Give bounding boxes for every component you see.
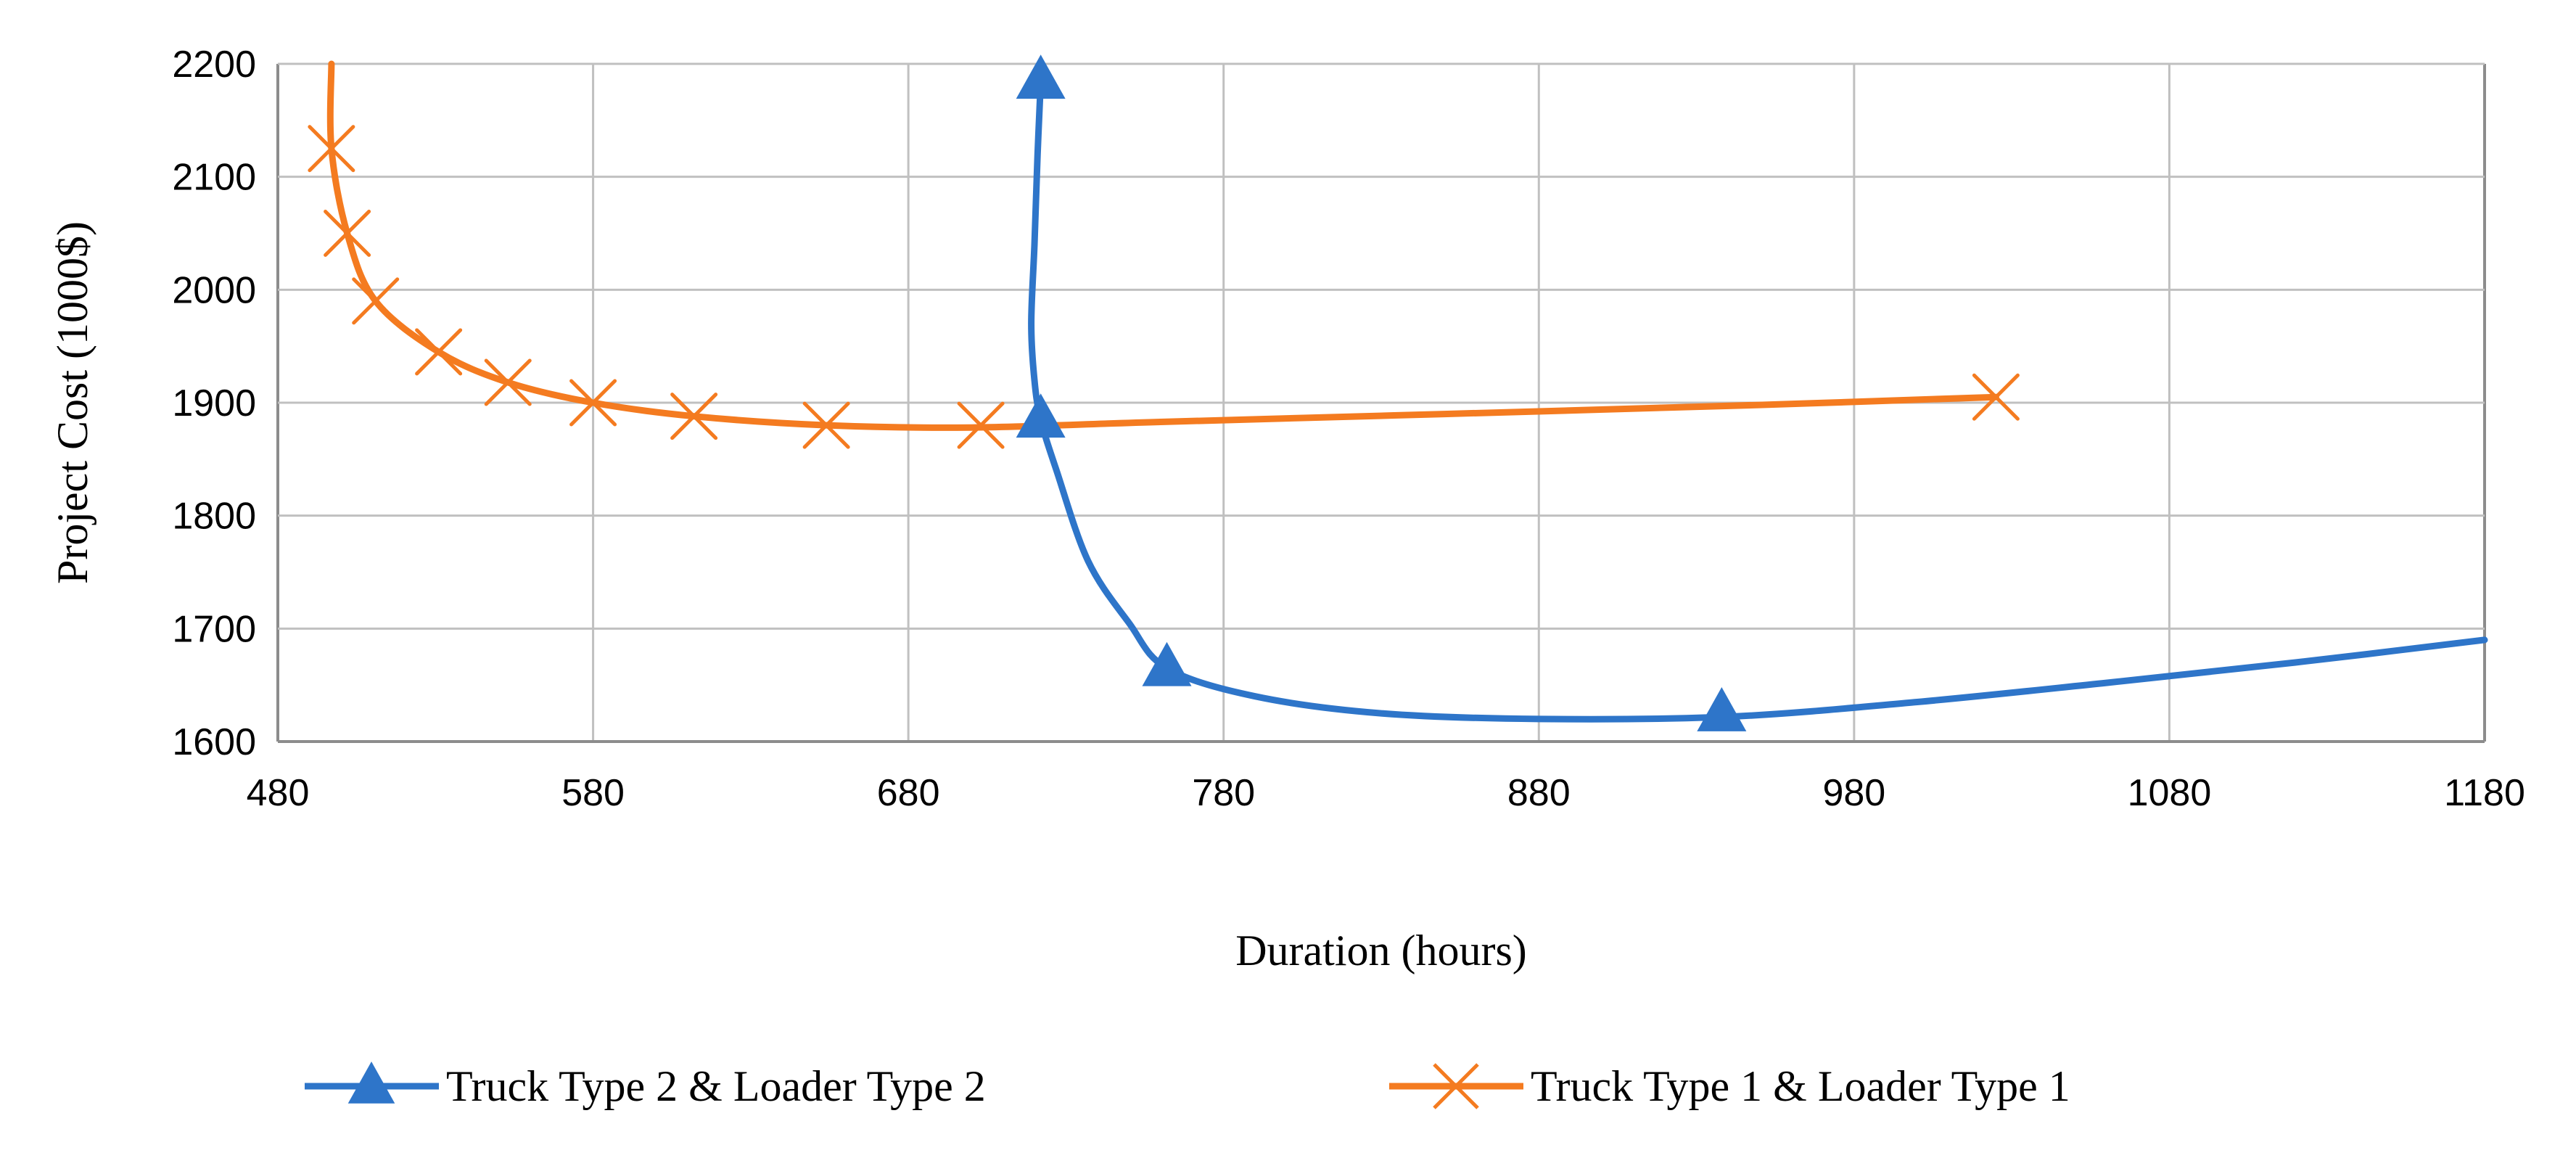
y-tick-label: 1900 bbox=[172, 382, 256, 424]
data-point-x bbox=[484, 358, 532, 406]
x-tick-label: 580 bbox=[561, 772, 625, 814]
y-tick-label: 1800 bbox=[172, 496, 256, 538]
legend-label: Truck Type 1 & Loader Type 1 bbox=[1531, 1062, 2070, 1110]
x-tick-label: 880 bbox=[1507, 772, 1571, 814]
y-axis-title: Project Cost (1000$) bbox=[49, 221, 96, 584]
data-point-x bbox=[352, 277, 400, 325]
y-tick-label: 1700 bbox=[172, 608, 256, 650]
x-axis-title: Duration (hours) bbox=[1235, 927, 1527, 974]
data-point-x bbox=[569, 379, 617, 427]
y-tick-label: 2200 bbox=[172, 44, 256, 86]
x-tick-label: 1080 bbox=[2128, 772, 2212, 814]
data-point-x bbox=[670, 393, 718, 440]
series-line bbox=[326, 60, 1999, 431]
series-layer bbox=[308, 54, 2488, 731]
x-tick-label: 1180 bbox=[2444, 772, 2525, 814]
legend: Truck Type 2 & Loader Type 2 Truck Type … bbox=[305, 1062, 2070, 1110]
legend-item-truck2-loader2: Truck Type 2 & Loader Type 2 bbox=[305, 1062, 986, 1110]
data-point-x bbox=[957, 401, 1005, 449]
legend-label: Truck Type 2 & Loader Type 2 bbox=[446, 1062, 986, 1110]
series-line bbox=[1028, 77, 2488, 723]
grid bbox=[276, 62, 2486, 743]
data-point-x bbox=[324, 210, 371, 257]
data-point-x bbox=[415, 328, 463, 376]
series-truck1-loader1 bbox=[308, 60, 2020, 449]
y-tick-label: 2000 bbox=[172, 269, 256, 311]
y-tick-label: 2100 bbox=[172, 157, 256, 199]
data-point-triangle bbox=[1142, 641, 1192, 686]
data-point-triangle bbox=[1016, 54, 1066, 99]
x-tick-label: 480 bbox=[247, 772, 310, 814]
data-point-triangle bbox=[1697, 687, 1747, 731]
x-tick-label: 680 bbox=[877, 772, 940, 814]
data-point-x bbox=[308, 125, 355, 173]
y-tick-label: 1600 bbox=[172, 721, 256, 763]
x-tick-label: 980 bbox=[1822, 772, 1885, 814]
x-tick-label: 780 bbox=[1192, 772, 1255, 814]
tick-labels: 480 580 680 780 880 980 1080 1180 1600 1700 1800 19… bbox=[172, 44, 2525, 814]
legend-triangle-marker-icon bbox=[347, 1062, 395, 1104]
data-point-x bbox=[802, 401, 850, 449]
legend-x-marker-icon bbox=[1433, 1063, 1479, 1109]
data-point-triangle bbox=[1016, 393, 1066, 438]
data-point-x bbox=[1972, 373, 2020, 421]
legend-item-truck1-loader1: Truck Type 1 & Loader Type 1 bbox=[1389, 1062, 2070, 1110]
series-truck2-loader2 bbox=[1016, 54, 2488, 731]
